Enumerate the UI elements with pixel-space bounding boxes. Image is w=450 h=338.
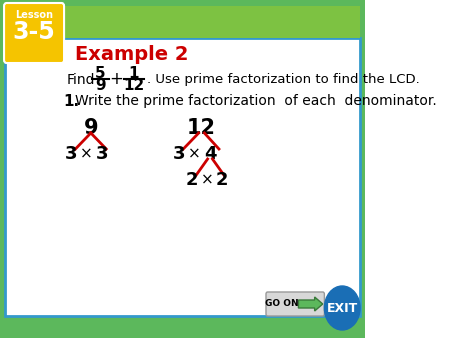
FancyBboxPatch shape [4,3,64,63]
Text: ×: × [81,146,93,162]
Text: 1.: 1. [63,94,79,108]
Text: ×: × [188,146,201,162]
Text: 4: 4 [204,145,216,163]
FancyArrow shape [298,297,323,311]
Circle shape [324,286,360,330]
Text: ×: × [200,172,213,188]
Text: 3: 3 [65,145,77,163]
Text: 1: 1 [129,67,139,81]
Text: Lesson: Lesson [15,10,53,20]
Text: 2: 2 [186,171,198,189]
Text: Write the prime factorization  of each  denominator.: Write the prime factorization of each de… [76,94,437,108]
Text: 9: 9 [95,77,106,93]
FancyBboxPatch shape [266,292,324,316]
Text: Example 2: Example 2 [75,46,188,65]
Text: Find: Find [67,73,95,87]
Text: GO ON: GO ON [266,299,299,309]
Text: 12: 12 [187,118,216,138]
Text: . Use prime factorization to find the LCD.: . Use prime factorization to find the LC… [147,72,419,86]
Text: 3: 3 [173,145,185,163]
Text: 2: 2 [215,171,228,189]
Bar [5,6,360,38]
Text: 9: 9 [84,118,98,138]
Text: +: + [109,70,123,88]
Text: 3: 3 [96,145,108,163]
Text: 5: 5 [95,67,106,81]
Text: 12: 12 [123,77,144,93]
Text: 3-5: 3-5 [13,20,55,44]
Bar [5,38,360,316]
Text: EXIT: EXIT [327,301,358,314]
